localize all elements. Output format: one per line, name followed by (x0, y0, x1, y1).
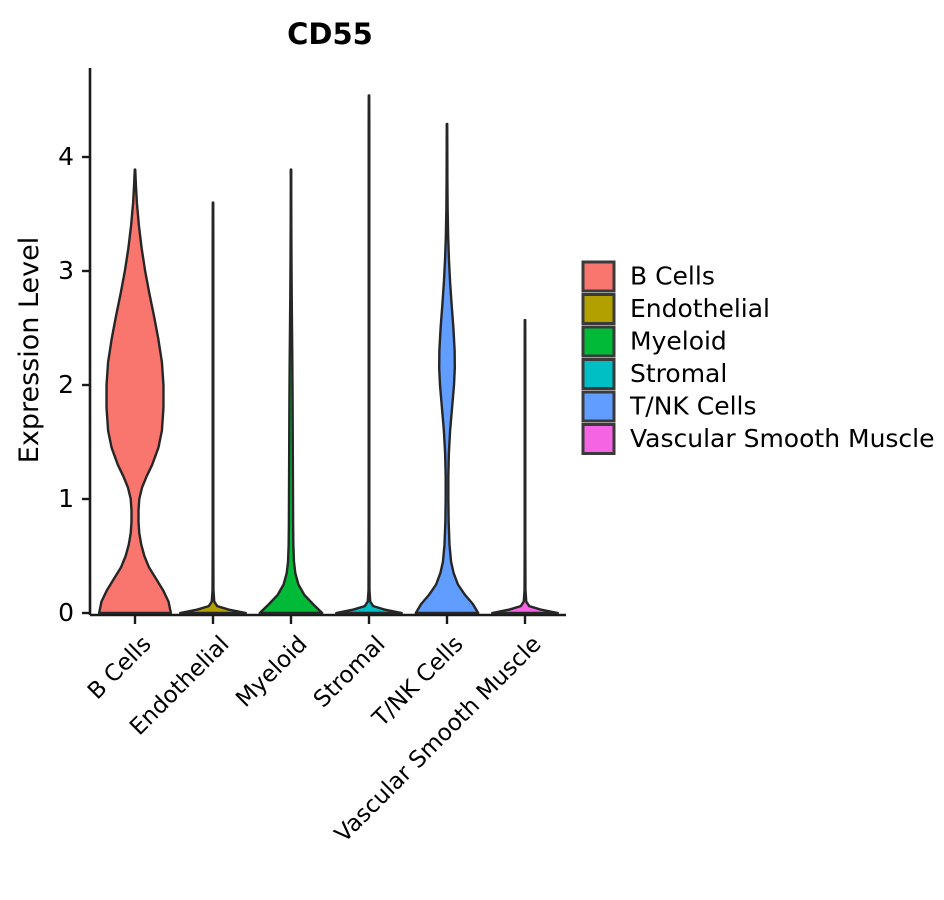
x-tick-label: Myeloid (231, 631, 312, 712)
violin-endothelial[interactable] (179, 201, 247, 615)
y-tick-label: 1 (58, 484, 74, 513)
legend-label-vascular-smooth-muscle: Vascular Smooth Muscle (630, 424, 935, 453)
legend-label-myeloid: Myeloid (630, 327, 727, 356)
legend-label-b-cells: B Cells (630, 262, 715, 291)
violin-vascular-smooth-muscle[interactable] (491, 318, 559, 615)
page-title: CD55 (287, 17, 373, 51)
violin-stromal[interactable] (335, 94, 403, 615)
legend-swatch-vascular-smooth-muscle[interactable] (581, 423, 616, 455)
x-tick-label: B Cells (83, 631, 157, 705)
y-tick-label: 4 (58, 142, 74, 171)
y-tick-label: 2 (58, 370, 74, 399)
y-axis-label: Expression Level (14, 237, 45, 463)
legend: B Cells Endothelial Myeloid Stromal T/NK Cel… (581, 260, 935, 455)
violin-series-group (97, 94, 559, 615)
legend-label-stromal: Stromal (630, 359, 727, 388)
violin-myeloid[interactable] (258, 168, 324, 615)
legend-swatch-myeloid[interactable] (581, 325, 616, 358)
y-tick-label: 0 (58, 598, 74, 627)
legend-swatch-t-nk-cells[interactable] (581, 390, 616, 423)
legend-swatch-stromal[interactable] (581, 358, 616, 390)
violin-t-nk-cells[interactable] (414, 122, 480, 615)
violin-b-cells[interactable] (97, 168, 173, 615)
x-tick-label: Stromal (309, 631, 391, 713)
y-tick-label: 3 (58, 256, 74, 285)
legend-swatch-endothelial[interactable] (581, 293, 616, 325)
y-axis-ticks: 0 1 2 3 4 (58, 142, 90, 627)
legend-label-endothelial: Endothelial (630, 294, 770, 323)
legend-label-t-nk-cells: T/NK Cells (629, 392, 757, 421)
legend-swatch-b-cells[interactable] (581, 260, 616, 293)
